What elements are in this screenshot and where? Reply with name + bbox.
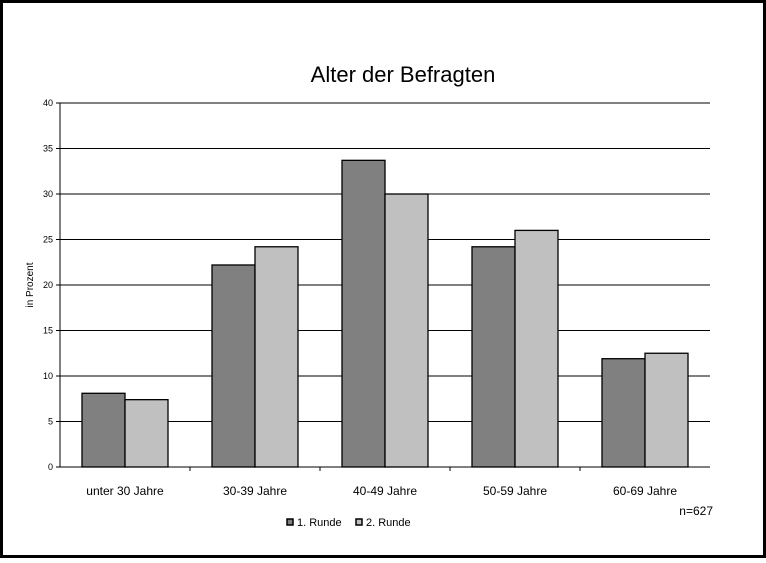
x-tick-label: 60-69 Jahre [613, 484, 677, 498]
legend: 1. Runde 2. Runde [286, 517, 411, 529]
legend-swatch-1 [286, 518, 294, 526]
bar-1-5 [601, 358, 646, 468]
x-tick-label: 30-39 Jahre [223, 484, 287, 498]
y-tick-label: 20 [43, 280, 53, 290]
bar-2-5 [644, 352, 689, 468]
annotation-n: n=627 [679, 504, 713, 518]
y-axis-label: in Prozent [25, 262, 36, 307]
y-tick-label: 0 [48, 462, 53, 472]
bar-1-2 [211, 264, 256, 468]
bar-1-1 [81, 392, 126, 468]
x-tick-label: 50-59 Jahre [483, 484, 547, 498]
y-tick-label: 15 [43, 326, 53, 336]
y-tick-label: 35 [43, 144, 53, 154]
bar-2-4 [514, 229, 559, 468]
x-tick-label: unter 30 Jahre [86, 484, 164, 498]
y-axis-ticks: 0 5 10 15 20 25 30 35 40 [43, 98, 60, 472]
y-tick-label: 40 [43, 98, 53, 108]
y-tick-label: 25 [43, 235, 53, 245]
bar-2-1 [124, 399, 169, 468]
x-tick-label: 40-49 Jahre [353, 484, 417, 498]
chart-title: Alter der Befragten [311, 62, 496, 87]
bar-2-2 [254, 246, 299, 468]
y-tick-label: 5 [48, 417, 53, 427]
bar-1-4 [471, 246, 516, 468]
x-axis-ticks: unter 30 Jahre 30-39 Jahre 40-49 Jahre 50-5… [86, 467, 677, 498]
bar-2-3 [384, 193, 429, 468]
bars [81, 159, 689, 468]
legend-swatch-2 [355, 518, 363, 526]
legend-label-2: 2. Runde [366, 517, 411, 529]
y-tick-label: 10 [43, 371, 53, 381]
y-tick-label: 30 [43, 189, 53, 199]
bar-1-3 [341, 159, 386, 468]
legend-label-1: 1. Runde [297, 517, 342, 529]
